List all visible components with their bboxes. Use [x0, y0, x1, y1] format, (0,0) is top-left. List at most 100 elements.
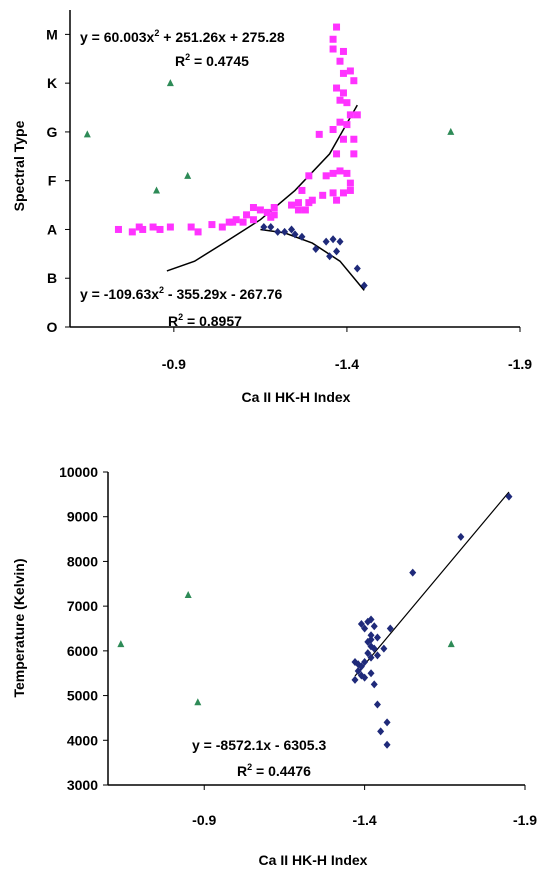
- square-point: [225, 218, 233, 226]
- square-point: [339, 89, 347, 97]
- square-point: [301, 206, 309, 214]
- diamond-point: [367, 615, 375, 624]
- y-tick-label: 8000: [67, 553, 98, 569]
- square-point: [319, 191, 327, 199]
- triangle-point: [447, 640, 455, 648]
- y-axis-title: Spectral Type: [11, 120, 27, 211]
- diamond-point: [383, 740, 391, 749]
- y-tick-label: B: [47, 270, 57, 286]
- square-point: [263, 208, 271, 216]
- y-tick-label: K: [47, 75, 57, 91]
- square-point: [243, 211, 251, 219]
- diamond-point: [380, 644, 388, 653]
- diamond-point: [288, 225, 296, 234]
- square-point: [336, 57, 344, 65]
- diamond-point: [364, 637, 372, 646]
- trendline-equation: y = -8572.1x - 6305.3: [192, 737, 326, 753]
- diamond-point: [326, 252, 334, 261]
- r-squared-lower: R2 = 0.8957: [168, 312, 242, 329]
- square-point: [294, 199, 302, 207]
- x-tick-group: -0.9 -1.4 -1.9: [192, 785, 537, 828]
- square-point: [322, 172, 330, 180]
- square-point: [343, 121, 351, 129]
- y-tick-label: 7000: [67, 598, 98, 614]
- diamond-point: [360, 281, 368, 290]
- y-tick-label: 6000: [67, 643, 98, 659]
- square-point: [336, 167, 344, 175]
- diamond-point: [367, 653, 375, 662]
- diamond-point: [370, 622, 378, 631]
- square-point: [350, 135, 358, 143]
- diamond-point: [354, 666, 362, 675]
- diamond-point: [357, 620, 365, 629]
- x-axis-title: Ca II HK-H Index: [242, 389, 351, 405]
- diamond-point: [351, 675, 359, 684]
- square-point: [329, 45, 337, 53]
- square-point: [270, 204, 278, 212]
- square-point: [249, 204, 257, 212]
- y-tick-group: O B A F G K M: [46, 26, 70, 335]
- square-point: [350, 150, 358, 158]
- trendline-upper: [166, 104, 358, 272]
- square-point: [114, 225, 122, 233]
- point-group: [83, 23, 455, 290]
- square-point: [135, 223, 143, 231]
- diamond-point: [361, 624, 369, 633]
- x-axis-title: Ca II HK-H Index: [259, 852, 368, 868]
- diamond-point: [353, 264, 361, 273]
- diamond-point: [370, 680, 378, 689]
- square-point: [187, 223, 195, 231]
- y-tick-label: 10000: [59, 464, 98, 480]
- diamond-point: [291, 230, 299, 239]
- square-point: [298, 186, 306, 194]
- triangle-point: [166, 79, 174, 87]
- diamond-point: [260, 223, 268, 232]
- square-point: [350, 77, 358, 85]
- square-point: [346, 111, 354, 119]
- trendline-lower: [260, 228, 365, 291]
- square-point: [194, 228, 202, 236]
- x-tick-group: -0.9 -1.4 -1.9: [162, 327, 532, 372]
- square-point: [336, 96, 344, 104]
- square-point: [343, 169, 351, 177]
- diamond-point: [373, 633, 381, 642]
- square-point: [329, 189, 337, 197]
- x-tick-label: -0.9: [162, 356, 186, 372]
- square-point: [156, 225, 164, 233]
- square-point: [333, 196, 341, 204]
- diamond-point: [373, 700, 381, 709]
- diamond-point: [367, 631, 375, 640]
- x-tick-label: -1.4: [335, 356, 359, 372]
- diamond-point: [409, 568, 417, 577]
- diamond-point: [298, 232, 306, 241]
- square-point: [249, 216, 257, 224]
- triangle-point: [117, 640, 125, 648]
- chart-spectral-type: O B A F G K M -0.9 -1.4 -1.9 y = 60.003x2 + 251.…: [11, 10, 532, 405]
- diamond-point: [457, 532, 465, 541]
- square-point: [333, 84, 341, 92]
- y-tick-label: 5000: [67, 688, 98, 704]
- square-point: [333, 150, 341, 158]
- square-point: [256, 206, 264, 214]
- square-point: [339, 69, 347, 77]
- square-point: [305, 172, 313, 180]
- trendline-group: [354, 491, 510, 677]
- diamond-point: [361, 673, 369, 682]
- triangle-point: [184, 171, 192, 179]
- square-point: [339, 189, 347, 197]
- diamond-point: [386, 624, 394, 633]
- square-point: [346, 179, 354, 187]
- square-point: [346, 67, 354, 75]
- diamond-point: [312, 244, 320, 253]
- y-tick-label: F: [48, 173, 57, 189]
- diamond-point: [361, 658, 369, 667]
- x-tick-label: -1.4: [353, 812, 377, 828]
- square-point: [329, 35, 337, 43]
- diamond-point: [383, 718, 391, 727]
- triangle-point: [447, 127, 455, 135]
- x-tick-label: -1.9: [513, 812, 537, 828]
- square-point: [343, 99, 351, 107]
- square-point: [149, 223, 157, 231]
- y-tick-group: 3000 4000 5000 6000 7000 8000 9000 10000: [59, 464, 108, 793]
